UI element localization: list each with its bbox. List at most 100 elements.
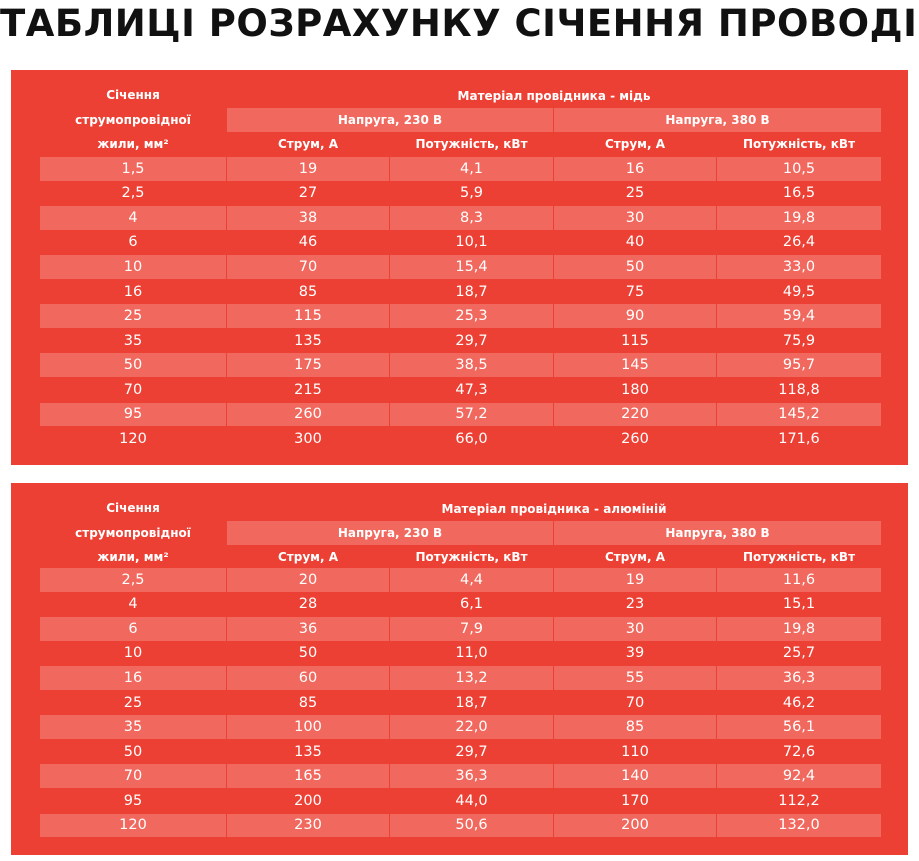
table-cell: 10 [40,255,226,279]
table-cell: 50 [123,743,143,760]
power-column-header: Потужність, кВт [742,550,856,564]
aluminum-table: Січення струмопровідної жили, мм² Матеріал … [11,483,908,855]
table-cell: 90 [554,304,716,328]
table-cell: 112,2 [778,792,820,809]
table-cell: 110 [621,743,649,760]
table-cell: 85 [298,283,318,300]
table-cell: 16 [554,157,716,181]
table-cell: 4,1 [390,157,553,181]
section-header-line: Січення [106,501,160,515]
table-cell: 56,1 [717,715,881,739]
table-cell: 44,0 [455,792,488,809]
table-cell: 75 [625,283,645,300]
table-cell: 200 [554,813,716,838]
table-cell: 46 [298,234,318,251]
table-cell: 300 [294,430,322,447]
table-cell: 55 [554,666,716,690]
table-cell: 29,7 [455,332,488,349]
material-header: Матеріал провідника - мідь [457,89,651,103]
table-cell: 47,3 [455,381,488,398]
table-cell: 145,2 [717,402,881,427]
table-cell: 28 [298,596,318,613]
table-cell: 60 [227,666,389,690]
table-cell: 35 [40,715,226,739]
table-cell: 16,5 [782,185,816,202]
table-cell: 72,6 [782,743,816,760]
table-cell: 18,7 [455,283,488,300]
table-cell: 70 [40,764,226,788]
table-cell: 260 [227,402,389,427]
table-cell: 57,2 [390,402,553,427]
table-cell: 40 [625,234,645,251]
table-cell: 170 [621,792,649,809]
table-cell: 92,4 [717,764,881,788]
table-cell: 8,3 [390,206,553,230]
table-cell: 6,1 [459,596,484,613]
table-cell: 30 [554,206,716,230]
table-cell: 6 [128,234,138,251]
power-column-header: Потужність, кВт [415,137,528,151]
table-cell: 4,4 [390,568,553,592]
table-cell: 16 [123,283,143,300]
table-cell: 25 [123,694,143,711]
table-cell: 33,0 [717,255,881,279]
table-cell: 115 [621,332,649,349]
section-header-line: жили, мм² [97,550,169,564]
table-cell: 70 [625,694,645,711]
table-cell: 100 [227,715,389,739]
table-cell: 25,3 [390,304,553,328]
table-cell: 171,6 [778,430,820,447]
page-title: ТАБЛИЦІ РОЗРАХУНКУ СІЧЕННЯ ПРОВОДІВ [0,2,919,45]
table-cell: 70 [227,255,389,279]
table-cell: 25 [625,185,645,202]
table-cell: 95 [123,792,143,809]
table-cell: 11,6 [717,568,881,592]
voltage-380-header: Напруга, 380 В [665,113,770,127]
table-cell: 20 [227,568,389,592]
voltage-380-band [554,108,881,132]
table-cell: 27 [298,185,318,202]
table-cell: 36,3 [717,666,881,690]
table-cell: 115 [227,304,389,328]
voltage-230-header: Напруга, 230 В [337,526,443,540]
table-cell: 2,5 [40,568,226,592]
table-cell: 25,7 [782,645,816,662]
table-cell: 135 [294,332,322,349]
table-cell: 1,5 [40,157,226,181]
table-cell: 4 [40,206,226,230]
table-cell: 38 [227,206,389,230]
table-cell: 165 [227,764,389,788]
current-column-header: Струм, А [277,550,338,564]
table-cell: 10,5 [717,157,881,181]
table-cell: 25 [40,304,226,328]
table-cell: 145 [554,353,716,377]
table-cell: 15,4 [390,255,553,279]
table-cell: 200 [294,792,322,809]
table-cell: 230 [227,813,389,838]
current-column-header: Струм, А [604,550,665,564]
table-cell: 132,0 [717,813,881,838]
table-cell: 120 [119,430,147,447]
table-cell: 46,2 [782,694,816,711]
section-header-line: струмопровідної [75,112,191,127]
table-cell: 70 [123,381,143,398]
table-cell: 5,9 [459,185,484,202]
table-cell: 180 [621,381,649,398]
voltage-230-band [227,108,553,132]
table-cell: 19 [227,157,389,181]
table-cell: 49,5 [782,283,816,300]
table-cell: 10,1 [455,234,488,251]
table-cell: 19,8 [717,617,881,641]
table-cell: 118,8 [778,381,820,398]
table-cell: 39 [625,645,645,662]
table-cell: 120 [40,813,226,838]
table-cell: 175 [227,353,389,377]
table-cell: 50 [40,353,226,377]
table-cell: 30 [554,617,716,641]
table-cell: 26,4 [782,234,816,251]
table-cell: 215 [294,381,322,398]
table-cell: 135 [294,743,322,760]
table-cell: 50,6 [390,813,553,838]
table-cell: 85 [298,694,318,711]
section-header-line: струмопровідної [75,525,191,540]
